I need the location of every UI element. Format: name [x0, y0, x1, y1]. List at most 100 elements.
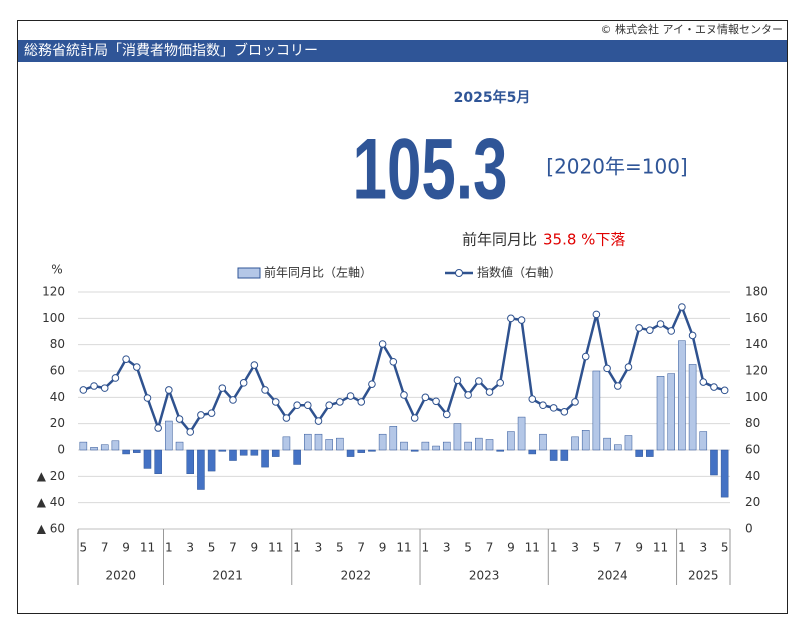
x-tick-label: 5 [593, 541, 601, 555]
bar [304, 433, 312, 451]
x-tick-label: 9 [379, 541, 387, 555]
line-marker [710, 383, 718, 391]
bar [229, 449, 237, 461]
header-bar [18, 40, 787, 62]
bar [688, 364, 697, 451]
bar [560, 449, 569, 461]
x-tick-label: 9 [507, 541, 515, 555]
bar [165, 420, 173, 451]
bar [389, 426, 398, 451]
x-tick-label: 7 [486, 541, 494, 555]
year-label: 2021 [212, 569, 243, 583]
bar [507, 431, 515, 451]
line-marker [90, 382, 98, 390]
line-marker [400, 391, 408, 399]
bar [111, 440, 120, 451]
y2-tick-label: 40 [745, 469, 760, 483]
line-marker [549, 404, 558, 412]
y-tick-label: 100 [42, 311, 65, 325]
bar [282, 436, 291, 451]
line-marker [560, 408, 569, 416]
bar [613, 444, 622, 451]
line-marker [699, 378, 708, 386]
line-marker [122, 355, 130, 363]
x-tick-label: 3 [315, 541, 323, 555]
line-marker [79, 386, 88, 394]
y-unit: % [51, 263, 62, 277]
x-tick-label: 5 [208, 541, 216, 555]
period: 2025年5月 [454, 89, 531, 106]
year-label: 2020 [105, 569, 136, 583]
line-marker [165, 386, 173, 394]
x-tick-label: 5 [721, 541, 729, 555]
line-marker [357, 398, 366, 406]
line-marker [293, 401, 301, 410]
line-marker [720, 386, 729, 395]
bar [624, 435, 633, 451]
bar [314, 433, 323, 451]
bar [378, 433, 387, 451]
line-marker [485, 388, 494, 396]
bar [79, 441, 88, 451]
x-tick-label: 5 [80, 541, 88, 555]
bar [432, 445, 440, 451]
line-marker [432, 397, 440, 406]
line-marker [581, 352, 590, 361]
bar [154, 449, 162, 474]
line-marker [464, 391, 472, 399]
y-tick-label: ▲ 20 [37, 469, 65, 483]
line-marker [100, 384, 109, 392]
bar [293, 449, 301, 465]
line-marker [325, 401, 333, 410]
x-tick-label: 1 [678, 541, 686, 555]
line-marker [410, 414, 419, 422]
bar [496, 449, 504, 452]
line-marker [239, 379, 248, 387]
x-tick-label: 5 [464, 541, 472, 555]
bar [357, 449, 366, 453]
y2-tick-label: 0 [745, 522, 753, 536]
index-value: 105.3 [353, 121, 508, 217]
yoy-label: 前年同月比 [462, 231, 537, 249]
x-tick-label: 5 [336, 541, 344, 555]
x-tick-label: 7 [229, 541, 237, 555]
line-marker [496, 379, 504, 387]
x-tick-label: 11 [396, 541, 411, 555]
y-tick-label: 20 [50, 416, 65, 430]
y-tick-label: 40 [50, 390, 65, 404]
y-tick-label: ▲ 40 [37, 495, 65, 509]
x-tick-label: 9 [122, 541, 130, 555]
bar [453, 423, 462, 451]
bar [571, 436, 579, 451]
line-marker [646, 326, 654, 334]
line-marker [304, 401, 312, 410]
line-marker [111, 374, 120, 382]
line-marker [603, 364, 611, 373]
bar [218, 449, 227, 452]
line-marker [314, 417, 323, 425]
x-tick-label: 9 [251, 541, 259, 555]
bar [475, 437, 483, 451]
x-tick-label: 3 [186, 541, 194, 555]
bar [368, 449, 376, 452]
bar [100, 444, 109, 451]
line-marker [132, 363, 141, 371]
y2-tick-label: 160 [745, 311, 768, 325]
bar [143, 449, 152, 469]
line-marker [442, 410, 451, 419]
bar [656, 376, 665, 451]
line-marker [229, 396, 237, 404]
x-tick-label: 7 [357, 541, 365, 555]
bar [186, 449, 195, 474]
y2-tick-label: 180 [745, 285, 768, 299]
bar [549, 449, 558, 461]
legend-bar-swatch [237, 267, 261, 279]
line-marker [667, 327, 676, 335]
line-marker [678, 303, 686, 311]
x-tick-label: 11 [653, 541, 668, 555]
x-tick-label: 7 [614, 541, 622, 555]
bar [442, 441, 451, 451]
line-marker [389, 357, 398, 366]
y-tick-label: 60 [50, 364, 65, 378]
copyright: © 株式会社 アイ・エヌ情報センター [601, 22, 783, 36]
